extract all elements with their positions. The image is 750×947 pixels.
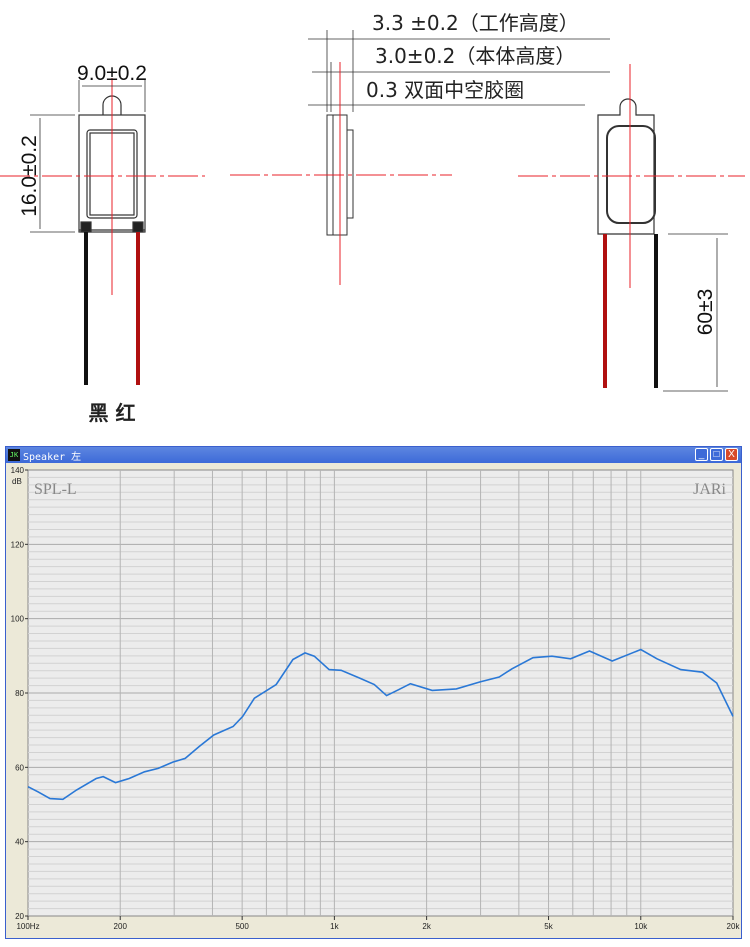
close-button[interactable]: X <box>725 448 738 461</box>
back-centerlines <box>518 64 745 288</box>
side-centerlines <box>230 62 452 285</box>
x-tick-label: 1k <box>330 922 339 931</box>
x-tick-label: 100Hz <box>16 922 39 931</box>
width-dimension: 9.0±0.2 <box>77 62 147 85</box>
y-tick-label: 40 <box>15 838 24 847</box>
body-height-label: 3.0±0.2（本体高度） <box>375 44 575 68</box>
lead-length-dimension: 60±3 <box>694 289 717 336</box>
gasket-label: 0.3 双面中空胶圈 <box>366 78 524 102</box>
x-tick-label: 500 <box>235 922 249 931</box>
front-dimension-lines <box>30 80 146 233</box>
spl-curve <box>27 648 734 801</box>
y-tick-label: 60 <box>15 763 24 772</box>
x-tick-label: 20k <box>727 922 741 931</box>
y-tick-label: 80 <box>15 689 24 698</box>
back-view <box>597 98 656 235</box>
y-tick-label: 100 <box>11 615 25 624</box>
chart-watermark: JARi <box>693 481 726 498</box>
wire-color-labels: 黑 红 <box>89 401 136 425</box>
x-tick-label: 2k <box>422 922 431 931</box>
y-axis-unit: dB <box>12 477 22 486</box>
speaker-dimension-drawing: 9.0±0.2 16.0±0.2 黑 红 3.3 ±0.2（工作高度） 3.0±… <box>0 11 745 425</box>
minimize-button[interactable]: _ <box>695 448 708 461</box>
y-tick-label: 120 <box>11 540 25 549</box>
app-icon: JK <box>8 449 20 461</box>
window-title: Speaker 左 <box>23 452 82 463</box>
title-bar[interactable]: JK Speaker 左 _ □ X <box>6 447 741 463</box>
chart-title: SPL-L <box>34 481 77 498</box>
x-tick-label: 5k <box>544 922 553 931</box>
height-dimension: 16.0±0.2 <box>18 135 41 217</box>
side-dimension-lines <box>308 30 610 112</box>
lead-dimension-lines <box>663 233 728 392</box>
grid <box>28 470 733 916</box>
front-centerlines <box>0 78 205 295</box>
x-tick-label: 200 <box>114 922 128 931</box>
maximize-button[interactable]: □ <box>710 448 723 461</box>
y-tick-label: 140 <box>11 466 25 475</box>
y-tick-label: 20 <box>15 912 24 921</box>
working-height-label: 3.3 ±0.2（工作高度） <box>372 11 579 35</box>
x-tick-label: 10k <box>634 922 648 931</box>
